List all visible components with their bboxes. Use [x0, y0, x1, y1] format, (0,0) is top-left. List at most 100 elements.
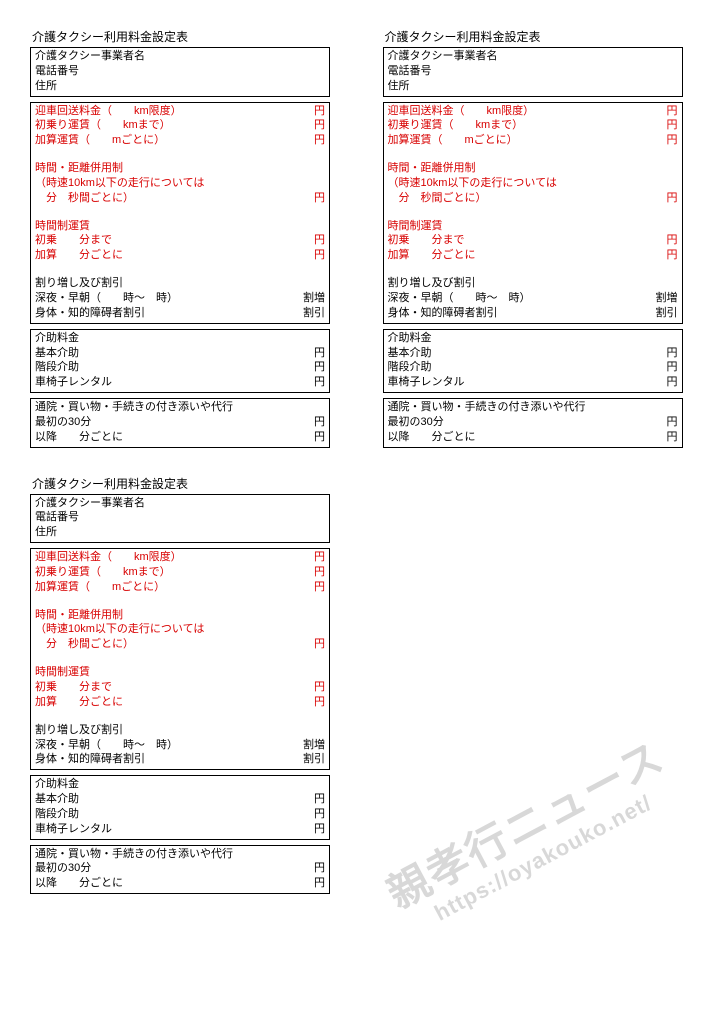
tsuuin-box: 通院・買い物・手続きの付き添いや代行 最初の30分円 以降 分ごとに円	[30, 845, 330, 895]
form-title: 介護タクシー利用料金設定表	[30, 28, 330, 45]
yen-unit: 円	[648, 191, 678, 206]
jikankyori-label: 時間・距離併用制	[35, 161, 325, 176]
yen-unit: 円	[295, 861, 325, 876]
yen-unit: 円	[295, 680, 325, 695]
addr-label: 住所	[35, 525, 325, 540]
kaidan-label: 階段介助	[35, 807, 295, 822]
ikou-label: 以降 分ごとに	[35, 430, 295, 445]
tsuuin-title: 通院・買い物・手続きの付き添いや代行	[388, 400, 678, 415]
yen-unit: 円	[648, 375, 678, 390]
shinya-label: 深夜・早朝（ 時～ 時）	[388, 291, 648, 306]
kurumaisu-label: 車椅子レンタル	[35, 375, 295, 390]
yen-unit: 円	[295, 346, 325, 361]
shintai-label: 身体・知的障碍者割引	[388, 306, 648, 321]
yen-unit: 円	[648, 104, 678, 119]
kaidan-label: 階段介助	[35, 360, 295, 375]
tsuuin-box: 通院・買い物・手続きの付き添いや代行 最初の30分円 以降 分ごとに円	[30, 398, 330, 448]
biz-name-label: 介護タクシー事業者名	[35, 496, 325, 511]
yen-unit: 円	[648, 360, 678, 375]
kurumaisu-label: 車椅子レンタル	[35, 822, 295, 837]
kaijo-title: 介助料金	[388, 331, 678, 346]
biz-name-label: 介護タクシー事業者名	[388, 49, 678, 64]
hatsunori-fun-label: 初乗 分まで	[35, 233, 295, 248]
ikou-label: 以降 分ごとに	[35, 876, 295, 891]
wari-title: 割り増し及び割引	[35, 276, 325, 291]
shinya-label: 深夜・早朝（ 時～ 時）	[35, 291, 295, 306]
yen-unit: 円	[295, 360, 325, 375]
yen-unit: 円	[295, 104, 325, 119]
kasan-label: 加算運賃（ mごとに）	[35, 580, 295, 595]
yen-unit: 円	[295, 133, 325, 148]
tsuuin-box: 通院・買い物・手続きの付き添いや代行 最初の30分円 以降 分ごとに円	[383, 398, 683, 448]
jikansei-label: 時間制運賃	[388, 219, 678, 234]
jikankyori-sub1: （時速10km以下の走行については	[35, 176, 325, 191]
kaijo-title: 介助料金	[35, 331, 325, 346]
hatsunori-label: 初乗り運賃（ kmまで）	[388, 118, 648, 133]
warimashi-unit: 割増	[295, 738, 325, 753]
addr-label: 住所	[35, 79, 325, 94]
yen-unit: 円	[295, 792, 325, 807]
shinya-label: 深夜・早朝（ 時～ 時）	[35, 738, 295, 753]
hatsunori-label: 初乗り運賃（ kmまで）	[35, 118, 295, 133]
forms-grid: 介護タクシー利用料金設定表 介護タクシー事業者名 電話番号 住所 迎車回送料金（…	[30, 28, 695, 899]
jikansei-label: 時間制運賃	[35, 665, 325, 680]
yen-unit: 円	[648, 430, 678, 445]
waribiki-unit: 割引	[295, 752, 325, 767]
jikankyori-label: 時間・距離併用制	[388, 161, 678, 176]
jikankyori-sub2: 分 秒間ごとに）	[388, 191, 648, 206]
first30-label: 最初の30分	[35, 861, 295, 876]
yen-unit: 円	[295, 695, 325, 710]
yen-unit: 円	[295, 233, 325, 248]
yen-unit: 円	[295, 876, 325, 891]
first30-label: 最初の30分	[388, 415, 648, 430]
fare-box: 迎車回送料金（ km限度）円 初乗り運賃（ kmまで）円 加算運賃（ mごとに）…	[30, 548, 330, 770]
header-box: 介護タクシー事業者名 電話番号 住所	[30, 47, 330, 97]
shintai-label: 身体・知的障碍者割引	[35, 752, 295, 767]
ikou-label: 以降 分ごとに	[388, 430, 648, 445]
tel-label: 電話番号	[388, 64, 678, 79]
yen-unit: 円	[295, 565, 325, 580]
hatsunori-label: 初乗り運賃（ kmまで）	[35, 565, 295, 580]
kasan-fun-label: 加算 分ごとに	[35, 248, 295, 263]
yen-unit: 円	[295, 375, 325, 390]
tsuuin-title: 通院・買い物・手続きの付き添いや代行	[35, 847, 325, 862]
yen-unit: 円	[295, 822, 325, 837]
biz-name-label: 介護タクシー事業者名	[35, 49, 325, 64]
form-card: 介護タクシー利用料金設定表 介護タクシー事業者名 電話番号 住所 迎車回送料金（…	[383, 28, 683, 453]
yen-unit: 円	[648, 415, 678, 430]
jikankyori-sub2: 分 秒間ごとに）	[35, 637, 295, 652]
header-box: 介護タクシー事業者名 電話番号 住所	[383, 47, 683, 97]
kaijo-box: 介助料金 基本介助円 階段介助円 車椅子レンタル円	[383, 329, 683, 393]
fare-box: 迎車回送料金（ km限度）円 初乗り運賃（ kmまで）円 加算運賃（ mごとに）…	[30, 102, 330, 324]
hatsunori-fun-label: 初乗 分まで	[35, 680, 295, 695]
yen-unit: 円	[295, 191, 325, 206]
hatsunori-fun-label: 初乗 分まで	[388, 233, 648, 248]
yen-unit: 円	[295, 248, 325, 263]
jikankyori-sub1: （時速10km以下の走行については	[388, 176, 678, 191]
yen-unit: 円	[648, 233, 678, 248]
kasan-fun-label: 加算 分ごとに	[388, 248, 648, 263]
geisha-label: 迎車回送料金（ km限度）	[35, 550, 295, 565]
fare-box: 迎車回送料金（ km限度）円 初乗り運賃（ kmまで）円 加算運賃（ mごとに）…	[383, 102, 683, 324]
kurumaisu-label: 車椅子レンタル	[388, 375, 648, 390]
waribiki-unit: 割引	[648, 306, 678, 321]
yen-unit: 円	[648, 346, 678, 361]
tel-label: 電話番号	[35, 510, 325, 525]
form-title: 介護タクシー利用料金設定表	[30, 475, 330, 492]
form-title: 介護タクシー利用料金設定表	[383, 28, 683, 45]
jikankyori-sub2: 分 秒間ごとに）	[35, 191, 295, 206]
kaijo-box: 介助料金 基本介助円 階段介助円 車椅子レンタル円	[30, 329, 330, 393]
yen-unit: 円	[648, 248, 678, 263]
yen-unit: 円	[648, 118, 678, 133]
jikankyori-sub1: （時速10km以下の走行については	[35, 622, 325, 637]
shintai-label: 身体・知的障碍者割引	[35, 306, 295, 321]
addr-label: 住所	[388, 79, 678, 94]
kaijo-box: 介助料金 基本介助円 階段介助円 車椅子レンタル円	[30, 775, 330, 839]
kihon-label: 基本介助	[35, 792, 295, 807]
jikansei-label: 時間制運賃	[35, 219, 325, 234]
form-card: 介護タクシー利用料金設定表 介護タクシー事業者名 電話番号 住所 迎車回送料金（…	[30, 475, 330, 900]
kasan-label: 加算運賃（ mごとに）	[388, 133, 648, 148]
first30-label: 最初の30分	[35, 415, 295, 430]
yen-unit: 円	[295, 550, 325, 565]
yen-unit: 円	[295, 580, 325, 595]
